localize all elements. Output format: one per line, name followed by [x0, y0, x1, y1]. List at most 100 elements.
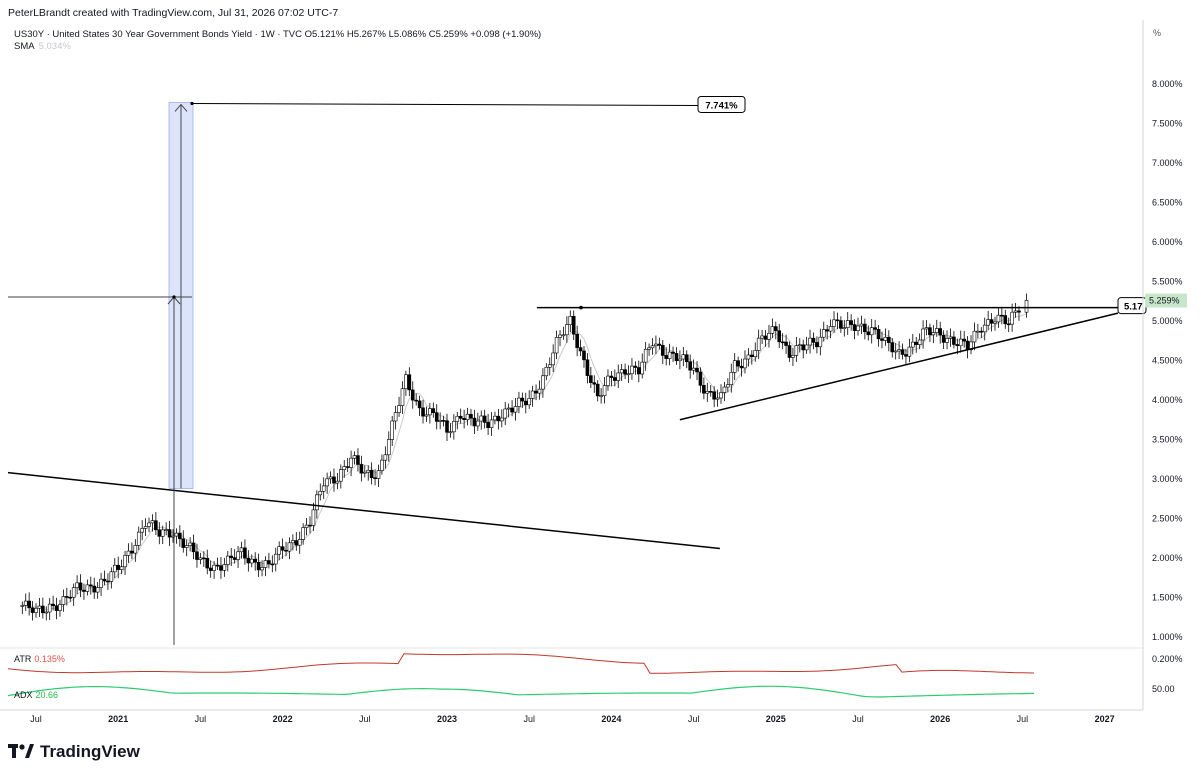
candle-body — [260, 567, 264, 571]
candle-body — [65, 596, 69, 598]
candle-body — [767, 333, 771, 340]
target-line — [191, 102, 699, 106]
candle-body — [910, 341, 915, 348]
candle-body — [763, 335, 768, 340]
adx-legend[interactable]: ADX 20.66 — [14, 690, 58, 700]
candle-body — [972, 330, 977, 343]
x-tick-label: Jul — [688, 714, 700, 724]
x-tick-label: Jul — [523, 714, 535, 724]
candle-body — [965, 340, 970, 351]
candle-body — [222, 564, 227, 571]
candle-body — [931, 332, 936, 336]
candle-body — [202, 557, 206, 560]
candle-body — [178, 532, 182, 540]
candle-body — [863, 323, 867, 333]
candle-body — [359, 464, 364, 474]
candle-body — [95, 587, 100, 593]
candle-body — [671, 351, 675, 354]
candle-body — [530, 390, 535, 399]
candle-body — [212, 564, 216, 571]
candle-body — [219, 565, 223, 571]
candle-body — [732, 360, 737, 373]
candle-body — [34, 607, 38, 613]
candle-body — [1013, 310, 1018, 313]
candle-body — [976, 330, 980, 333]
adx-axis-label: 50.00 — [1152, 684, 1175, 694]
candle-body — [609, 375, 614, 378]
candle-body — [921, 328, 925, 341]
candle-body — [678, 358, 682, 362]
time-axis[interactable]: Jul 2021 Jul 2022 Jul 2023 Jul 2024 Jul 2025 Jul 20… — [0, 709, 1143, 724]
candle-body — [407, 374, 412, 391]
candle-body — [506, 407, 511, 410]
candle-body — [373, 477, 377, 480]
candle-body — [565, 324, 569, 336]
candle-body — [226, 555, 230, 565]
candle-body — [780, 341, 785, 344]
candle-body — [695, 367, 699, 373]
y-tick-label: 3.000% — [1152, 474, 1183, 484]
x-tick-label: 2027 — [1095, 714, 1115, 724]
candle-body — [465, 413, 470, 420]
atr-axis-label: 0.200% — [1152, 654, 1183, 664]
unit-label: % — [1153, 28, 1162, 38]
candle-body — [452, 421, 456, 433]
candle-body — [267, 560, 271, 565]
candle-body — [496, 415, 501, 422]
candle-body — [797, 344, 802, 347]
candle-body — [301, 527, 305, 540]
candle-body — [558, 334, 562, 338]
candle-body — [205, 558, 210, 569]
x-tick-label: 2023 — [437, 714, 457, 724]
candle-body — [311, 509, 316, 526]
candle-body — [513, 406, 518, 413]
candle-body — [44, 611, 49, 614]
atr-line — [7, 653, 1035, 674]
candle-body — [773, 326, 778, 332]
candle-body — [712, 391, 716, 400]
candle-body — [352, 455, 357, 459]
candle-body — [47, 603, 52, 613]
sma-legend[interactable]: SMA 5.034% — [14, 41, 71, 52]
candle-body — [119, 566, 124, 570]
candle-body — [904, 354, 908, 357]
candle-body — [263, 560, 268, 568]
candle-body — [345, 466, 350, 468]
candle-body — [174, 532, 179, 537]
candle-body — [613, 377, 617, 381]
candle-body — [198, 557, 203, 560]
candle-body — [887, 336, 891, 343]
candle-body — [982, 324, 987, 333]
candle-body — [808, 337, 812, 346]
candle-body — [448, 431, 453, 434]
candle-body — [969, 341, 973, 351]
y-tick-label: 5.500% — [1152, 277, 1183, 287]
candle-body — [787, 345, 792, 358]
candle-body — [1024, 300, 1029, 313]
candle-body — [386, 439, 391, 456]
atr-legend[interactable]: ATR 0.135% — [14, 654, 65, 664]
candle-body — [249, 558, 254, 564]
candle-body — [527, 398, 532, 406]
candle-body — [815, 342, 819, 348]
candle-body — [246, 557, 251, 564]
symbol-info[interactable]: US30Y · United States 30 Year Government… — [14, 29, 542, 40]
candles — [20, 293, 1029, 621]
candle-body — [893, 350, 898, 353]
candle-body — [154, 520, 158, 531]
candle-body — [962, 338, 966, 342]
candle-body — [647, 347, 651, 350]
candle-body — [907, 346, 912, 357]
atr-label: ATR — [14, 654, 32, 664]
candle-body — [58, 604, 62, 611]
price-axis[interactable]: 1.000% 1.500% 2.000% 2.500% 3.000% 3.500% 4.00… — [1142, 20, 1187, 710]
candle-body — [794, 345, 799, 356]
candle-body — [30, 607, 35, 613]
candle-body — [842, 327, 847, 329]
tradingview-logo[interactable]: TradingView — [8, 742, 140, 762]
candle-body — [92, 585, 97, 593]
y-tick-label: 1.500% — [1152, 593, 1183, 603]
candle-body — [630, 365, 634, 375]
candle-body — [595, 383, 600, 397]
